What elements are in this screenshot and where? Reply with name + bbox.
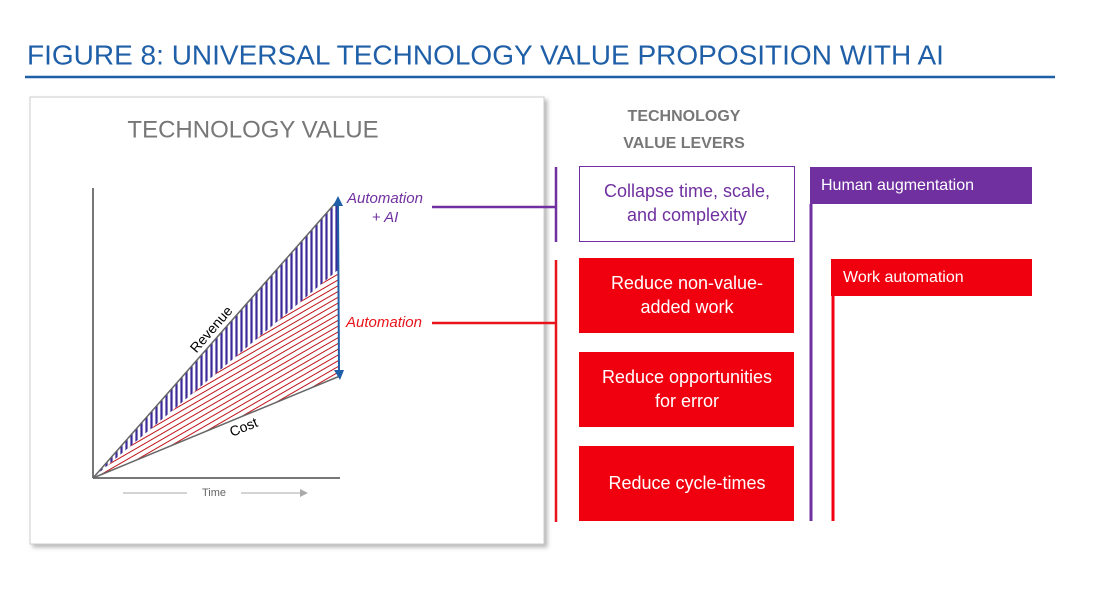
gap-arrow — [337, 204, 340, 372]
panel-title: TECHNOLOGY VALUE — [127, 116, 378, 143]
levers-heading: TECHNOLOGY — [628, 108, 741, 125]
automation-ai-label: + AI — [372, 209, 399, 226]
lever-box — [579, 352, 794, 427]
category-label: Work automation — [843, 269, 964, 286]
figure-title: FIGURE 8: UNIVERSAL TECHNOLOGY VALUE PRO… — [27, 39, 944, 70]
lever-text: Reduce non-value- — [611, 273, 763, 293]
automation-label: Automation — [345, 314, 422, 331]
revenue-line — [92, 199, 339, 479]
cost-line — [92, 375, 341, 479]
lever-box — [579, 166, 795, 242]
arrow-head — [333, 196, 343, 206]
automation-ai-label: Automation — [346, 190, 423, 207]
lever-box — [579, 258, 794, 333]
lever-text: Reduce cycle-times — [608, 473, 765, 493]
lever-box — [579, 446, 794, 521]
lever-text: added work — [640, 297, 734, 317]
arrow-head — [334, 370, 344, 380]
time-label: Time — [202, 487, 226, 499]
arrow-head — [300, 489, 308, 497]
category-bar — [810, 167, 1032, 204]
levers-heading: VALUE LEVERS — [623, 135, 745, 152]
lever-text: for error — [655, 391, 719, 411]
lever-text: Reduce opportunities — [602, 367, 772, 387]
lever-text: Collapse time, scale, — [604, 181, 770, 201]
lever-text: and complexity — [627, 205, 747, 225]
automation-area — [93, 270, 340, 478]
category-label: Human augmentation — [821, 177, 974, 194]
category-bar — [831, 259, 1032, 296]
